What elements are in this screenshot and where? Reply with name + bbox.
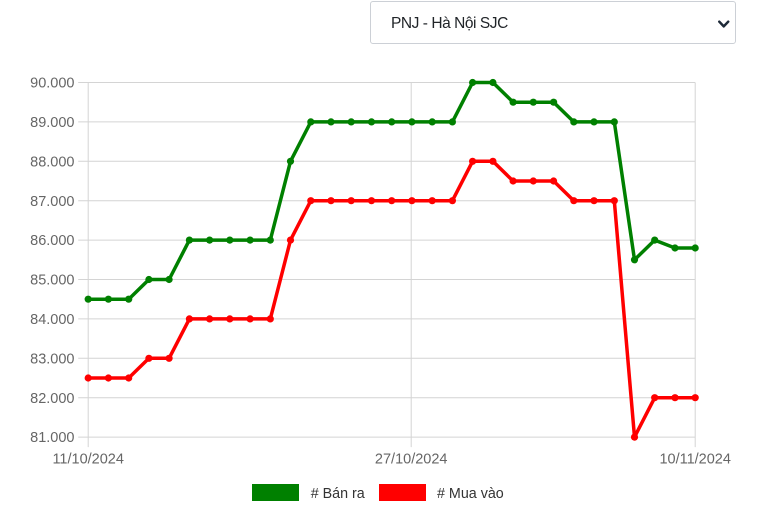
svg-text:90.000: 90.000 xyxy=(30,76,74,92)
svg-text:86.000: 86.000 xyxy=(30,233,74,249)
svg-text:83.000: 83.000 xyxy=(30,351,74,367)
svg-text:27/10/2024: 27/10/2024 xyxy=(375,452,448,468)
svg-text:89.000: 89.000 xyxy=(30,115,74,131)
svg-text:81.000: 81.000 xyxy=(30,430,74,446)
svg-text:84.000: 84.000 xyxy=(30,312,74,328)
svg-text:85.000: 85.000 xyxy=(30,273,74,289)
svg-text:87.000: 87.000 xyxy=(30,194,74,210)
svg-text:10/11/2024: 10/11/2024 xyxy=(659,452,731,468)
svg-text:11/10/2024: 11/10/2024 xyxy=(52,452,124,468)
svg-text:82.000: 82.000 xyxy=(30,391,74,407)
svg-text:88.000: 88.000 xyxy=(30,154,74,170)
